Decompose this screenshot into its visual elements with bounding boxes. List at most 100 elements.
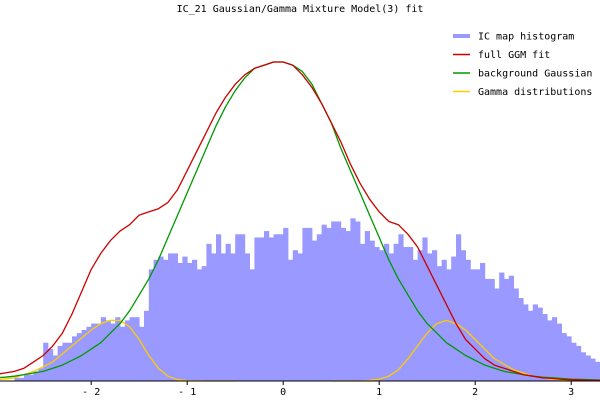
histogram-bar [100,317,106,381]
histogram-bar [590,358,596,381]
histogram-bar [446,269,452,381]
histogram-bar [124,320,130,381]
chart-title: IC_21 Gaussian/Gamma Mixture Model(3) fi… [177,4,424,15]
histogram-bar [273,234,279,381]
histogram-bar [177,262,183,381]
histogram-bar [422,237,428,381]
histogram-bar [585,355,591,381]
histogram-bar [316,234,322,381]
histogram-bar [388,253,394,381]
histogram-bar [254,237,260,381]
histogram-bar [110,323,116,381]
histogram-bar [408,247,414,381]
histogram-bar [158,256,164,381]
histogram-bar [43,342,49,381]
histogram-bar [297,253,303,381]
histogram-bar [163,259,169,381]
histogram-bar [134,317,140,381]
histogram-bar [235,234,241,381]
histogram-bar [542,314,548,381]
histogram-bar [518,298,524,381]
background-gaussian-line [0,61,600,381]
gamma-distribution-left-line [0,319,236,382]
histogram-bar [172,253,178,381]
histogram-bar [201,266,207,381]
histogram-bar [33,371,39,381]
histogram-bar [196,269,202,381]
histogram-bar [24,374,30,381]
x-tick-label: 2 [472,387,478,398]
histogram-bar [561,333,567,381]
x-tick-label: 0 [280,387,286,398]
histogram-bar [523,304,529,381]
histogram-bar [19,377,25,381]
histogram-bar [28,374,34,381]
histogram-bar [52,355,58,381]
histogram-bar [211,253,217,381]
histogram-bar [350,218,356,381]
histogram-bar [302,227,308,381]
histogram-bar [460,250,466,381]
legend-label: full GGM fit [478,50,550,61]
histogram-bar [360,243,366,381]
histogram-bar [268,237,274,381]
histogram-bar [264,231,270,381]
histogram-bar [475,269,481,381]
histogram-bar [441,259,447,381]
histogram-bar [292,250,298,381]
histogram-bar [216,234,222,381]
histogram-bar [494,288,500,381]
histogram-bar [182,256,188,381]
histogram-bar [403,247,409,381]
histogram-bar [489,278,495,381]
histogram-bar [436,266,442,381]
histogram-bar [566,336,572,381]
histogram-bar [139,326,145,381]
histogram-bar [153,259,159,381]
histogram-bar [331,221,337,381]
full-ggm-fit-line [0,61,600,382]
plot-area [0,61,600,382]
histogram-bar [115,317,121,381]
histogram-bar [283,227,289,381]
histogram-bar [379,250,385,381]
histogram-bar [412,259,418,381]
histogram-bar [48,349,54,381]
histogram-bar [504,278,510,381]
histogram-bar [148,269,154,381]
histogram-bar [321,224,327,381]
histogram-bar [240,234,246,381]
x-tick-label: 3 [568,387,574,398]
histogram-bar [508,275,514,381]
histogram-bars [14,218,600,381]
histogram-bar [57,345,63,381]
histogram-bar [355,221,361,381]
histogram-bar [427,253,433,381]
histogram-bar [278,234,284,381]
histogram-bar [369,240,375,381]
x-tick-label: - 2 [82,387,100,398]
legend-label: Gamma distributions [478,87,592,98]
legend-label: background Gaussian [478,69,592,80]
histogram-bar [192,259,198,381]
histogram-bar [374,247,380,381]
histogram-bar [571,342,577,381]
histogram-bar [595,361,600,381]
histogram-bar [398,234,404,381]
histogram-bar [14,377,20,381]
histogram-bar [62,342,68,381]
x-tick-label: - 1 [178,387,196,398]
histogram-bar [340,227,346,381]
histogram-bar [499,272,505,381]
histogram-bar [259,237,265,381]
histogram-bar [528,310,534,381]
histogram-bar [532,304,538,381]
histogram-bar [432,250,438,381]
histogram-bar [576,345,582,381]
histogram-bar [129,317,135,381]
legend: IC map histogram full GGM fit background G… [453,32,592,98]
histogram-bar [465,259,471,381]
histogram-bar [480,262,486,381]
histogram-bar [456,234,462,381]
